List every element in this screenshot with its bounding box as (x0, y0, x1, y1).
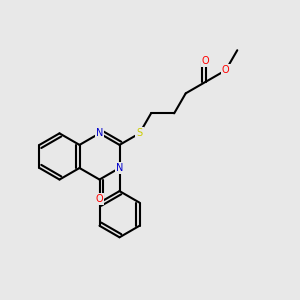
Text: O: O (202, 56, 209, 66)
Text: S: S (136, 128, 142, 138)
Text: N: N (116, 163, 123, 173)
Text: N: N (96, 128, 103, 138)
Text: O: O (96, 194, 103, 204)
Text: O: O (222, 65, 230, 75)
